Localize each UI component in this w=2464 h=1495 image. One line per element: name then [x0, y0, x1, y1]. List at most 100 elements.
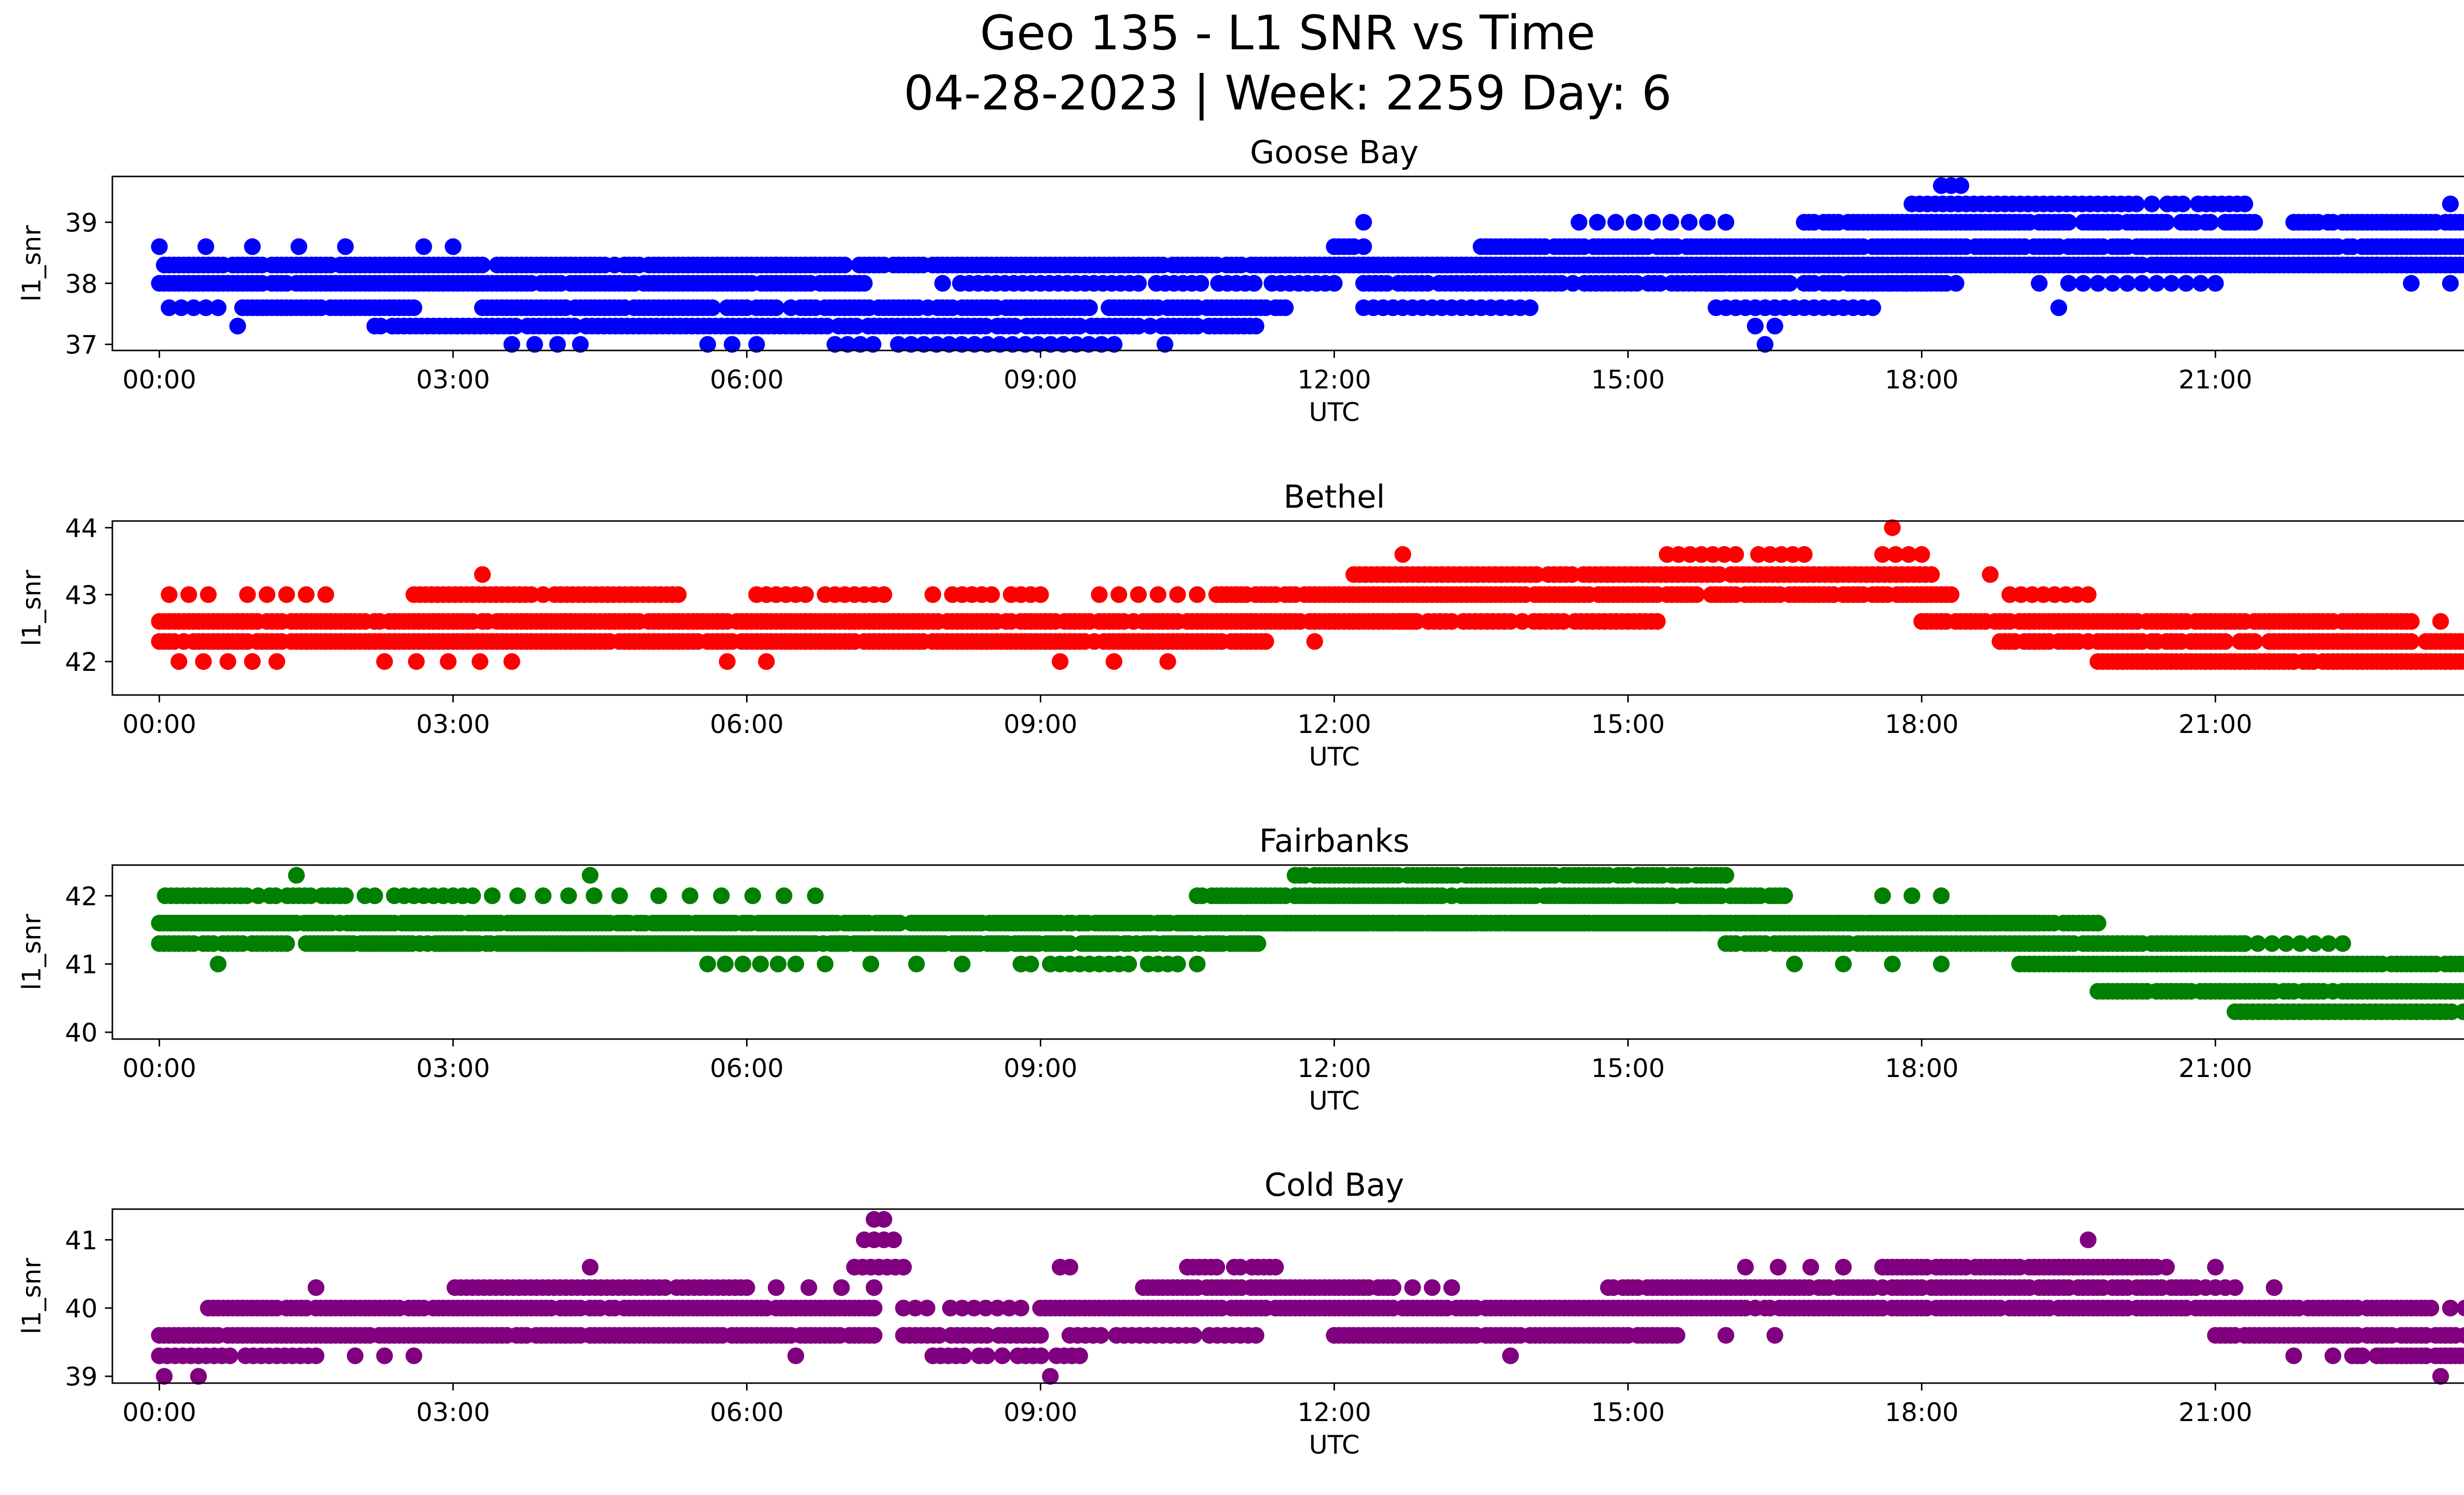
chart-0-point	[1355, 238, 1372, 255]
chart-0-point	[1607, 213, 1624, 231]
chart-0-x-tick-label: 18:00	[1885, 365, 1959, 395]
chart-0-point	[826, 336, 844, 353]
chart-3-point	[308, 1279, 325, 1296]
chart-2-point	[1776, 887, 1793, 904]
chart-0-point	[1277, 299, 1294, 316]
chart-0-point	[1192, 275, 1209, 292]
chart-0-point	[1105, 336, 1123, 353]
chart-2-point	[585, 887, 603, 904]
chart-0-point	[2128, 195, 2145, 212]
chart-0-point	[244, 238, 261, 255]
chart-0-point	[864, 336, 882, 353]
chart-0-x-tick-label: 09:00	[1004, 365, 1078, 395]
chart-1-point	[1982, 566, 1999, 583]
chart-0-point	[1156, 336, 1173, 353]
chart-2-x-tick-label: 15:00	[1591, 1054, 1665, 1083]
chart-2-point	[817, 955, 834, 973]
chart-2-point	[1022, 955, 1039, 973]
chart-3-title: Cold Bay	[1265, 1167, 1404, 1204]
chart-0-point	[1571, 213, 1588, 231]
chart-0-point	[1626, 213, 1643, 231]
chart-1-point	[1169, 586, 1186, 603]
chart-0-point	[807, 256, 824, 274]
chart-1-point	[1688, 586, 1705, 603]
chart-0-point	[2031, 275, 2048, 292]
chart-1-y-tick-label: 43	[65, 581, 98, 610]
chart-0-point	[173, 299, 190, 316]
chart-2-point	[209, 955, 227, 973]
chart-0-point	[1378, 275, 1396, 292]
chart-0-point	[2457, 256, 2464, 274]
chart-0-point	[1864, 275, 1882, 292]
chart-0-point	[928, 336, 945, 353]
chart-3-point	[955, 1347, 972, 1364]
chart-2-point	[1786, 955, 1803, 973]
chart-3-point	[978, 1347, 995, 1364]
chart-0-point	[1952, 177, 1969, 194]
chart-0-point	[2158, 213, 2175, 231]
chart-1-point	[2246, 633, 2263, 650]
chart-3-point	[875, 1211, 892, 1228]
chart-2-x-tick-label: 00:00	[122, 1054, 196, 1083]
chart-3-point	[738, 1279, 755, 1296]
chart-0-point	[704, 299, 721, 316]
chart-1-point	[258, 586, 275, 603]
chart-0-point	[1913, 275, 1930, 292]
chart-0-point	[197, 299, 214, 316]
chart-0-x-tick-label: 21:00	[2179, 365, 2253, 395]
chart-2-point	[1249, 935, 1266, 952]
chart-1-point	[670, 586, 687, 603]
chart-2-point	[560, 887, 577, 904]
chart-3-point	[865, 1279, 883, 1296]
chart-1-point	[1913, 546, 1930, 563]
chart-3-point	[885, 1231, 902, 1249]
chart-0-point	[934, 275, 951, 292]
chart-0-point	[2174, 195, 2191, 212]
chart-0-point	[1881, 275, 1898, 292]
chart-1-x-tick-label: 06:00	[710, 710, 784, 739]
chart-2-point	[278, 935, 295, 952]
chart-1-point	[1923, 566, 1940, 583]
chart-0-point	[890, 336, 907, 353]
chart-2-point	[744, 887, 761, 904]
chart-2-point	[862, 955, 880, 973]
chart-1-point	[440, 653, 457, 670]
chart-1-point	[1032, 586, 1049, 603]
chart-3-point	[221, 1347, 239, 1364]
chart-0-point	[1521, 299, 1539, 316]
chart-0-point	[1130, 317, 1147, 335]
chart-2-point	[908, 955, 925, 973]
chart-0-point	[1419, 275, 1436, 292]
chart-2-point	[366, 887, 383, 904]
chart-3-point	[994, 1347, 1011, 1364]
chart-2-point	[775, 887, 792, 904]
chart-1-title: Bethel	[1283, 479, 1385, 516]
chart-3-point	[768, 1279, 785, 1296]
chart-0-point	[1326, 275, 1343, 292]
chart-2-point	[1933, 887, 1950, 904]
chart-1-point	[376, 653, 393, 670]
chart-0-point	[1055, 336, 1072, 353]
chart-0-point	[902, 336, 920, 353]
chart-2-point	[734, 955, 752, 973]
chart-2-point	[954, 955, 971, 973]
chart-0-point	[1644, 213, 1661, 231]
chart-2-point	[611, 887, 628, 904]
chart-1-point	[1727, 546, 1745, 563]
chart-2-x-tick-label: 18:00	[1885, 1054, 1959, 1083]
chart-1-point	[2217, 633, 2234, 650]
chart-0-point	[372, 317, 389, 335]
chart-0-point	[941, 336, 958, 353]
chart-0-point	[2192, 275, 2209, 292]
chart-1-y-tick-label: 44	[65, 514, 98, 544]
chart-0-point	[856, 275, 873, 292]
chart-1-point	[278, 586, 295, 603]
chart-1-point	[1105, 653, 1123, 670]
chart-0-point	[1680, 213, 1698, 231]
chart-1-point	[2432, 613, 2449, 630]
chart-1-point	[1159, 653, 1176, 670]
chart-1-point	[161, 586, 178, 603]
chart-0-point	[503, 336, 520, 353]
chart-0-point	[1130, 275, 1147, 292]
